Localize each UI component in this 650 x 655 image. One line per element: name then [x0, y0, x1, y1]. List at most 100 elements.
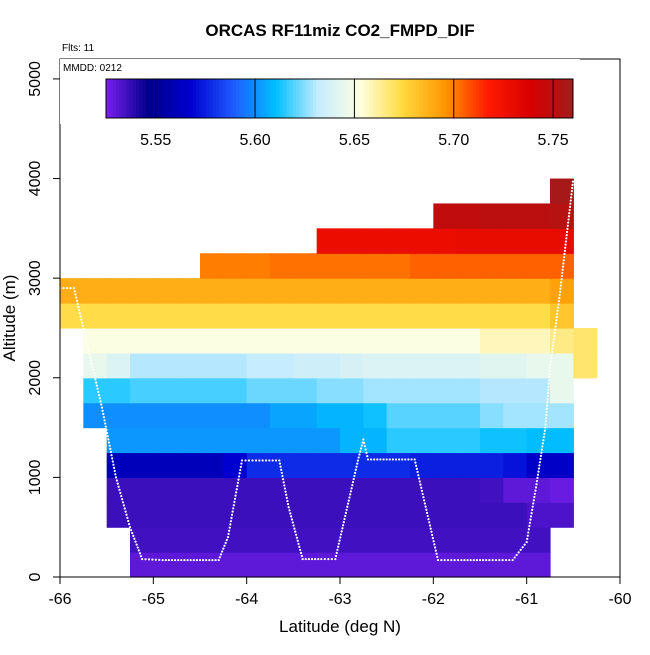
heatmap-cell: [200, 278, 224, 304]
heatmap-cell: [480, 427, 504, 454]
heatmap-cell: [316, 452, 341, 478]
colorbar-swatch: [342, 79, 347, 118]
colorbar-swatch: [149, 79, 154, 118]
track-point: [546, 395, 549, 398]
track-point: [566, 224, 569, 227]
track-point: [77, 305, 80, 309]
heatmap-cell: [153, 477, 178, 503]
heatmap-cell: [526, 327, 551, 354]
colorbar-swatch: [482, 79, 487, 118]
track-point: [223, 544, 226, 547]
heatmap-cell: [83, 278, 108, 304]
track-point: [62, 287, 65, 290]
track-point: [453, 558, 456, 562]
track-point: [84, 337, 87, 340]
track-point: [274, 459, 278, 462]
heatmap-cell: [410, 253, 434, 279]
track-point: [104, 422, 107, 425]
colorbar-swatch: [259, 79, 264, 118]
track-point: [236, 484, 239, 488]
track-point: [558, 290, 562, 293]
track-point: [80, 318, 83, 321]
track-point: [310, 557, 314, 561]
track-point: [491, 558, 494, 562]
colorbar-swatch: [339, 79, 344, 118]
colorbar-swatch: [239, 79, 244, 118]
track-point: [472, 558, 475, 562]
track-point: [141, 557, 144, 561]
track-point: [147, 558, 151, 561]
track-point: [364, 448, 367, 451]
heatmap-cell: [293, 552, 318, 578]
track-point: [548, 369, 551, 373]
heatmap-cell: [316, 352, 341, 379]
colorbar-swatch: [196, 79, 200, 118]
track-point: [131, 531, 134, 535]
track-point: [550, 357, 553, 360]
heatmap-cell: [200, 253, 224, 279]
track-point: [279, 465, 282, 468]
track-point: [414, 461, 417, 464]
heatmap-cell: [503, 477, 528, 503]
track-point: [285, 496, 288, 500]
track-point: [539, 457, 542, 461]
heatmap-cell: [410, 552, 434, 578]
heatmap-cell: [270, 552, 294, 578]
track-point: [460, 558, 463, 562]
track-point: [86, 343, 89, 346]
track-point: [112, 466, 116, 469]
heatmap-cell: [433, 477, 458, 503]
heatmap-cell: [503, 452, 528, 478]
track-point: [114, 476, 118, 479]
track-point: [235, 488, 238, 491]
track-point: [198, 558, 202, 562]
track-point: [231, 510, 234, 513]
heatmap-cell: [106, 352, 131, 379]
heatmap-cell: [130, 327, 154, 354]
track-point: [350, 487, 353, 490]
track-point: [534, 489, 537, 492]
track-point: [107, 441, 111, 444]
colorbar-swatch: [229, 79, 234, 118]
track-point: [431, 533, 434, 537]
x-tick-label: -62: [422, 591, 445, 608]
track-point: [336, 548, 339, 551]
track-point: [434, 549, 437, 552]
heatmap-cell: [223, 278, 248, 304]
track-point: [385, 458, 388, 461]
heatmap-cell: [293, 477, 318, 503]
track-point: [435, 552, 438, 555]
track-point: [420, 486, 423, 489]
track-point: [236, 481, 240, 484]
heatmap-cell: [363, 402, 388, 429]
colorbar-swatch: [272, 79, 277, 118]
track-point: [161, 558, 164, 562]
track-point: [235, 491, 238, 494]
track-point: [132, 534, 135, 537]
track-point: [569, 199, 572, 202]
heatmap-cell: [246, 352, 271, 379]
track-point: [240, 462, 243, 465]
heatmap-cell: [153, 327, 178, 354]
track-point: [110, 454, 113, 457]
colorbar-swatch: [162, 79, 167, 118]
heatmap-cell: [480, 278, 504, 304]
colorbar-swatch: [566, 79, 571, 118]
heatmap-cell: [270, 477, 294, 503]
track-point: [356, 462, 359, 465]
track-point: [251, 459, 254, 462]
track-point: [436, 558, 440, 562]
heatmap-cell: [363, 552, 388, 578]
heatmap-cell: [270, 402, 294, 429]
heatmap-cell: [573, 327, 598, 354]
track-point: [300, 554, 303, 558]
heatmap-cell: [526, 278, 551, 304]
heatmap-cell: [456, 228, 481, 254]
flights-label: Flts: 11: [62, 43, 94, 54]
heatmap-cell: [480, 203, 504, 229]
track-point: [78, 312, 81, 315]
heatmap-cell: [293, 527, 318, 553]
heatmap-cell: [246, 253, 271, 279]
track-point: [344, 511, 348, 514]
track-point: [351, 484, 354, 487]
